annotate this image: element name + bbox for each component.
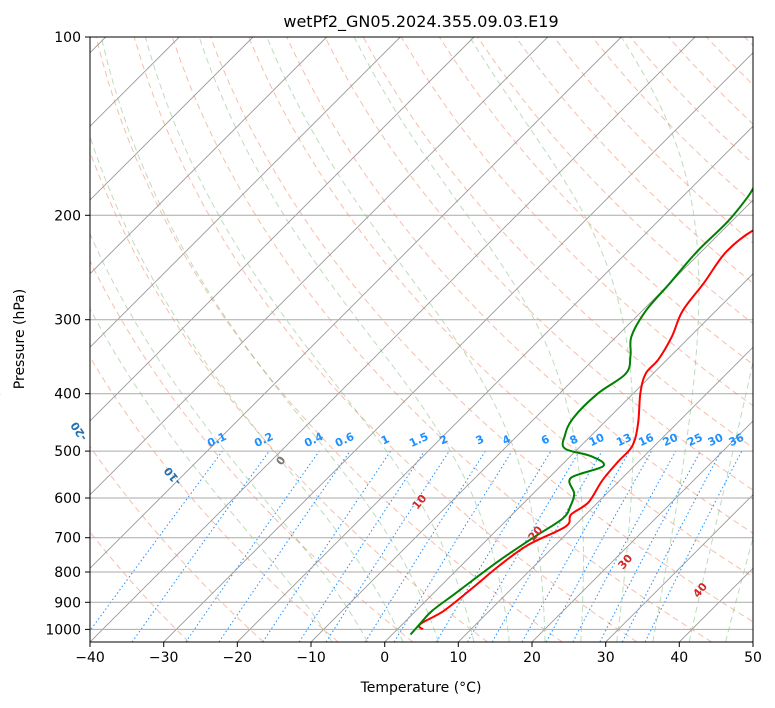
mixing-ratio-label: 36: [727, 431, 747, 449]
dry-adiabat-label: -20: [68, 419, 90, 443]
x-tick-label: −10: [296, 650, 326, 666]
dewpoint-series-line: [409, 186, 753, 636]
mixing-ratio-line: [90, 450, 223, 632]
isotherm-line: [90, 37, 622, 569]
mixing-ratio-line: [521, 450, 630, 642]
mixing-ratio-line: [185, 450, 320, 642]
dry-adiabat-line: [171, 37, 712, 642]
isotherm-line: [90, 37, 549, 496]
dry-adiabat-line: [95, 37, 563, 642]
y-tick-label: 500: [54, 444, 81, 460]
dry-adiabat-line: [90, 259, 414, 642]
dry-adiabat-line: [90, 356, 339, 642]
dry-adiabat-line: [286, 37, 753, 534]
isotherm-line: [384, 273, 753, 642]
mixing-ratio-label: 25: [685, 431, 704, 449]
x-tick-label: 30: [597, 650, 615, 666]
plot-frame: [89, 36, 754, 643]
dry-adiabat-line: [324, 37, 753, 491]
mixing-ratio-line: [545, 450, 653, 642]
mixing-ratio-label: 10: [587, 431, 607, 449]
x-axis-title: Temperature (°C): [360, 680, 482, 696]
x-tick-label: 40: [670, 650, 688, 666]
moist-adiabat-line: [90, 307, 333, 642]
dry-adiabat-label: -30: [0, 374, 5, 398]
profile-series: [409, 186, 753, 636]
isotherm-line: [90, 37, 696, 642]
x-tick-label: 50: [744, 650, 762, 666]
isotherm-line: [605, 494, 753, 642]
moist-adiabat-line: [100, 37, 439, 642]
mixing-ratio-line: [325, 450, 450, 642]
isotherm-line: [236, 125, 753, 642]
dry-adiabat-line: [90, 445, 264, 642]
dry-adiabat-line: [515, 37, 753, 284]
temperature-series-line: [418, 229, 753, 631]
moist-adiabat-line: [353, 37, 584, 642]
reference-lines: [90, 37, 753, 642]
grid-lines: [90, 37, 753, 642]
x-tick-label: 0: [380, 650, 389, 666]
chart-title: wetPf2_GN05.2024.355.09.03.E19: [283, 12, 558, 32]
y-tick-label: 700: [54, 531, 81, 547]
y-tick-label: 100: [54, 30, 81, 46]
axis-ticks: −40 −30 −20 −10 0 10 20 30 40 50 100 200 300 400 500 60…: [45, 30, 762, 666]
y-tick-label: 1000: [45, 622, 81, 638]
mixing-ratio-line: [572, 450, 677, 642]
y-axis-title: Pressure (hPa): [12, 289, 28, 389]
y-tick-label: 800: [54, 565, 81, 581]
plot-background: [90, 37, 753, 642]
dry-adiabat-line: [210, 37, 753, 623]
y-tick-label: 300: [54, 313, 81, 329]
isotherm-line: [310, 199, 753, 642]
x-tick-label: −40: [75, 650, 105, 666]
y-tick-label: 200: [54, 208, 81, 224]
mixing-ratio-line: [218, 450, 351, 642]
mixing-ratio-label: 13: [614, 431, 633, 449]
moist-adiabat-line: [688, 359, 753, 642]
isotherm-line: [90, 37, 328, 275]
mixing-ratio-label: 20: [661, 431, 681, 449]
moist-adiabat-line: [725, 536, 753, 642]
isotherm-line: [90, 37, 475, 422]
dry-adiabat-line: [133, 37, 638, 642]
mixing-ratio-line: [262, 450, 392, 642]
isotherm-line: [752, 641, 753, 642]
moist-adiabat-line: [198, 37, 510, 642]
mixing-ratio-line: [393, 450, 513, 642]
moist-adiabat-line: [469, 37, 634, 642]
dry-adiabat-line: [248, 37, 753, 578]
moist-adiabat-line: [144, 37, 475, 642]
mixing-ratio-line: [644, 450, 743, 642]
moist-adiabat-line: [620, 37, 700, 642]
isotherm-line: [163, 52, 753, 642]
isotherm-line: [531, 420, 753, 642]
x-tick-label: 20: [523, 650, 541, 666]
isotherm-line: [90, 37, 254, 201]
mixing-ratio-label: 16: [636, 431, 656, 449]
y-tick-label: 400: [54, 387, 81, 403]
isotherm-line: [90, 37, 401, 348]
moist-adiabat-line: [266, 37, 546, 642]
moist-adiabat-line: [90, 135, 404, 642]
mixing-ratio-line: [298, 450, 425, 642]
mixing-ratio-line: [131, 450, 270, 642]
isotherm-line: [457, 346, 753, 642]
x-tick-label: −30: [149, 650, 179, 666]
mixing-ratio-label: 30: [706, 431, 726, 449]
y-tick-label: 900: [54, 595, 81, 611]
y-tick-label: 600: [54, 491, 81, 507]
x-tick-label: −20: [223, 650, 253, 666]
x-tick-label: 10: [449, 650, 467, 666]
moist-adiabat-line: [90, 232, 369, 642]
